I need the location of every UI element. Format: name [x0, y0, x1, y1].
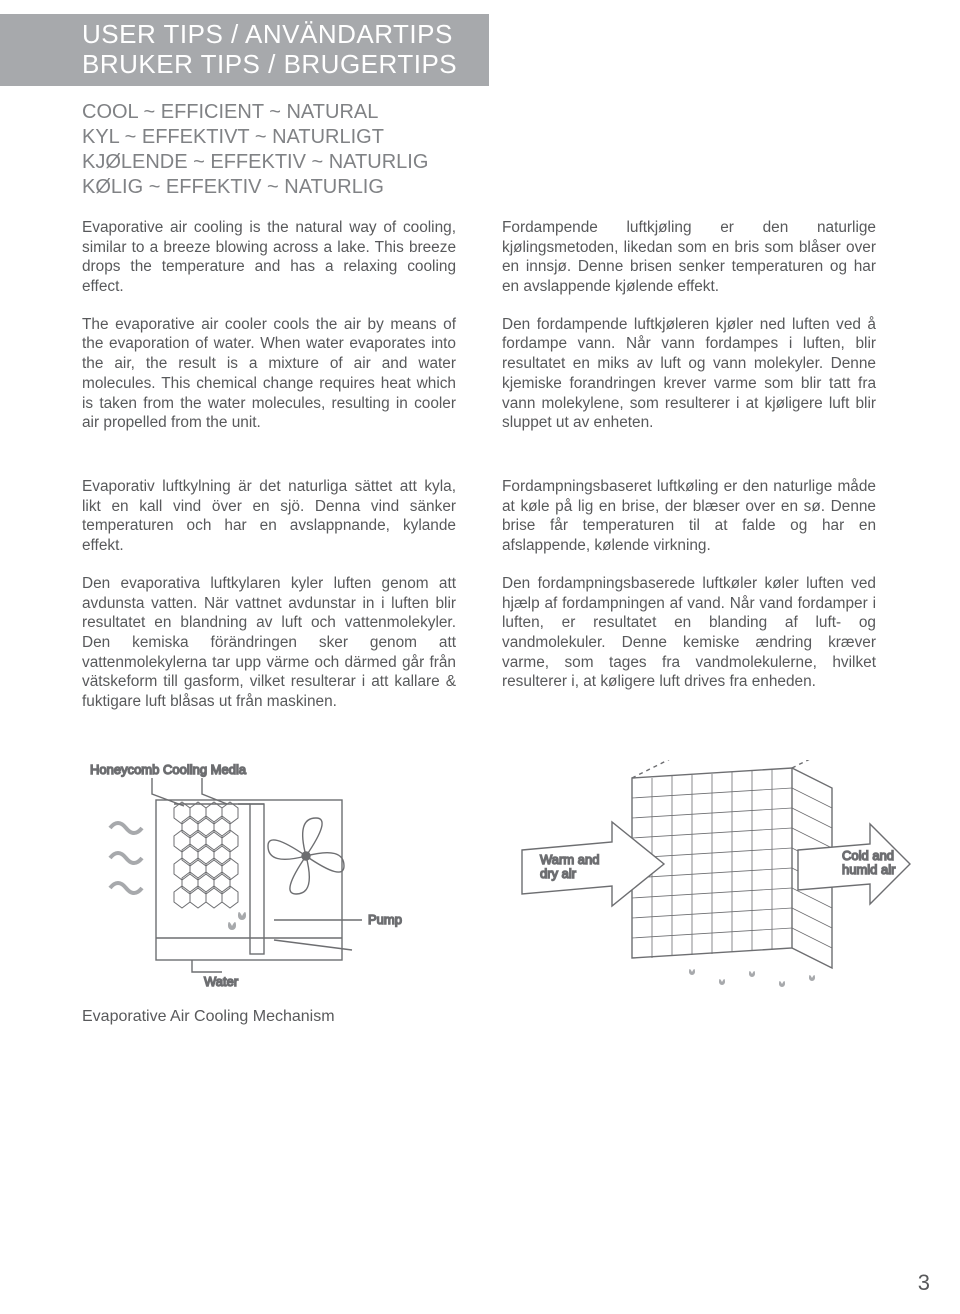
- col-right-2: Fordampningsbaseret luftkøling er den na…: [502, 477, 876, 730]
- para-sv-2: Den evaporativa luftkylaren kyler luften…: [82, 574, 456, 712]
- water-label: Water: [204, 974, 239, 989]
- diagram-row: Honeycomb Cooling Media: [0, 730, 960, 1026]
- section-header: USER TIPS / ANVÄNDARTIPS BRUKER TIPS / B…: [0, 14, 489, 86]
- subhead-line-3: KJØLENDE ~ EFFEKTIV ~ NATURLIG: [82, 150, 960, 175]
- diagram-caption: Evaporative Air Cooling Mechanism: [82, 1008, 462, 1026]
- para-da-2: Den fordampningsbaserede luftkøler køler…: [502, 574, 876, 692]
- subheading: COOL ~ EFFICIENT ~ NATURAL KYL ~ EFFEKTI…: [82, 100, 960, 200]
- page-number: 3: [918, 1270, 930, 1296]
- subhead-line-4: KØLIG ~ EFFEKTIV ~ NATURLIG: [82, 175, 960, 200]
- col-left-2: Evaporativ luftkylning är det naturliga …: [82, 477, 456, 730]
- mechanism-svg: Honeycomb Cooling Media: [82, 760, 442, 995]
- col-left-1: Evaporative air cooling is the natural w…: [82, 218, 456, 451]
- mechanism-diagram: Honeycomb Cooling Media: [82, 760, 462, 1026]
- para-no-2: Den fordampende luftkjøleren kjøler ned …: [502, 315, 876, 433]
- body-row-1: Evaporative air cooling is the natural w…: [0, 200, 960, 451]
- honeycomb-label: Honeycomb Cooling Media: [90, 762, 247, 777]
- airflow-diagram: Warm anddry air Cold andhumid air: [492, 760, 912, 1000]
- col-right-1: Fordampende luftkjøling er den naturlige…: [502, 218, 876, 451]
- header-line-2: BRUKER TIPS / BRUGERTIPS: [82, 50, 457, 80]
- cold-air-label: Cold andhumid air: [842, 848, 896, 877]
- body-row-2: Evaporativ luftkylning är det naturliga …: [0, 451, 960, 730]
- para-en-2: The evaporative air cooler cools the air…: [82, 315, 456, 433]
- subhead-line-1: COOL ~ EFFICIENT ~ NATURAL: [82, 100, 960, 125]
- para-no-1: Fordampende luftkjøling er den naturlige…: [502, 218, 876, 297]
- para-da-1: Fordampningsbaseret luftkøling er den na…: [502, 477, 876, 556]
- pump-label: Pump: [368, 912, 402, 927]
- airflow-svg: Warm anddry air Cold andhumid air: [492, 760, 912, 995]
- subhead-line-2: KYL ~ EFFEKTIVT ~ NATURLIGT: [82, 125, 960, 150]
- header-line-1: USER TIPS / ANVÄNDARTIPS: [82, 20, 457, 50]
- para-sv-1: Evaporativ luftkylning är det naturliga …: [82, 477, 456, 556]
- para-en-1: Evaporative air cooling is the natural w…: [82, 218, 456, 297]
